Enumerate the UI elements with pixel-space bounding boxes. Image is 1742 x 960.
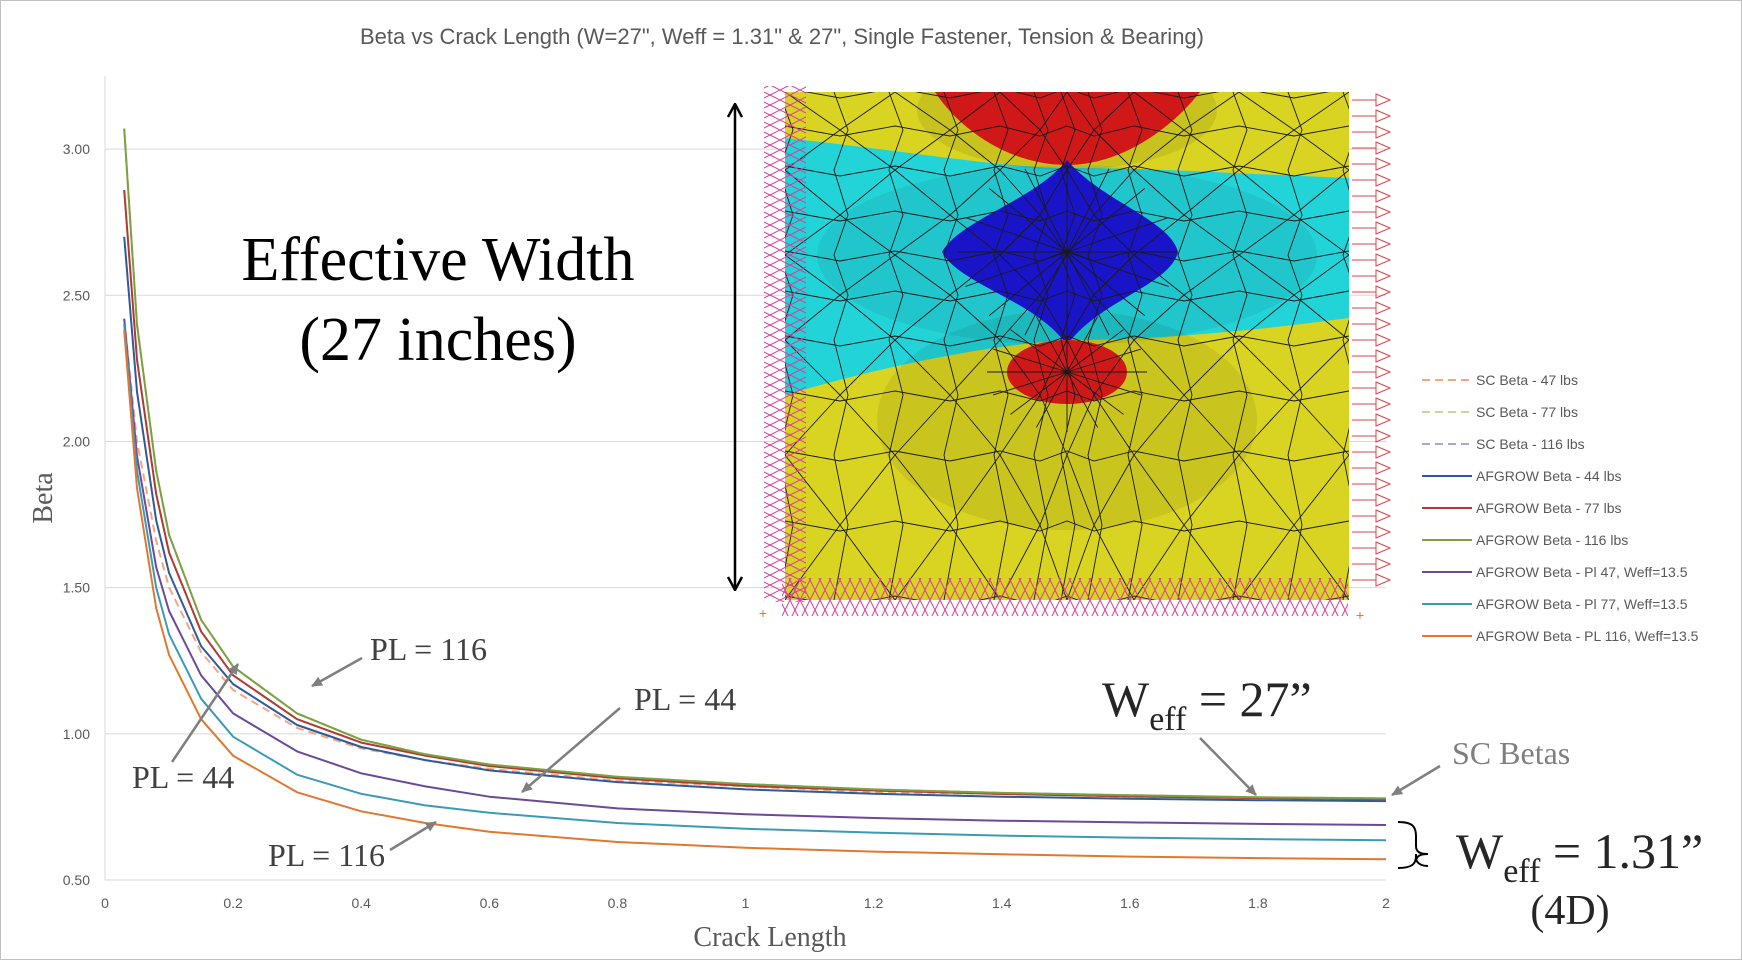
x-tick-label: 0.6	[480, 895, 500, 911]
fem-mesh-image: + +	[759, 86, 1392, 623]
legend-label: AFGROW Beta - PL 116, Weff=13.5	[1476, 628, 1699, 644]
legend-label: AFGROW Beta - 116 lbs	[1476, 532, 1628, 548]
legend-label: AFGROW Beta - 77 lbs	[1476, 500, 1621, 516]
x-tick-label: 1	[742, 895, 750, 911]
sc-betas-arrow	[1391, 764, 1441, 797]
weff-27-label: Weff = 27”	[1102, 671, 1312, 738]
x-tick-label: 1.6	[1120, 895, 1140, 911]
fem-bottom-constraint	[782, 578, 1348, 616]
sc-betas-label: SC Betas	[1452, 735, 1570, 771]
effective-width-label: Effective Width	[242, 226, 635, 294]
legend-label: SC Beta - 77 lbs	[1476, 404, 1578, 420]
series-line-5	[123, 189, 1387, 801]
fem-left-constraint	[764, 86, 806, 602]
pl-116-upper-label: PL = 116	[370, 631, 487, 667]
y-tick-label: 0.50	[63, 872, 90, 888]
pl-44-mid-label: PL = 44	[634, 681, 736, 717]
chart-title: Beta vs Crack Length (W=27", Weff = 1.31…	[360, 24, 1204, 49]
fem-corner-mark-left: +	[759, 605, 767, 621]
legend-label: AFGROW Beta - 44 lbs	[1476, 468, 1621, 484]
effective-width-value: (27 inches)	[299, 306, 576, 374]
series-lines	[123, 128, 1387, 861]
pl-116-lower-label: PL = 116	[268, 837, 385, 873]
x-tick-label: 0	[101, 895, 109, 911]
x-tick-label: 1.4	[992, 895, 1012, 911]
fem-red-top	[935, 92, 1200, 165]
y-tick-label: 1.50	[63, 580, 90, 596]
pl-116-lower-arrow	[389, 820, 437, 852]
x-tick-label: 1.8	[1248, 895, 1268, 911]
series-line-8	[123, 324, 1387, 842]
pl-116-upper-arrow	[311, 656, 363, 688]
fem-load-arrows	[1352, 93, 1392, 587]
x-axis-label: Crack Length	[693, 922, 846, 953]
series-line-7	[123, 318, 1387, 826]
x-tick-label: 1.2	[864, 895, 884, 911]
legend-label: SC Beta - 47 lbs	[1476, 372, 1578, 388]
weff-131-note: (4D)	[1530, 888, 1609, 934]
weff-131-brace	[1397, 821, 1429, 869]
pl-44-left-label: PL = 44	[132, 759, 234, 795]
curve-annotations: PL = 116 PL = 44 PL = 44 PL = 116 Weff =…	[132, 631, 1703, 934]
weff-131-label: Weff = 1.31”	[1456, 823, 1703, 890]
x-tick-label: 0.2	[223, 895, 243, 911]
x-tick-labels: 0 0.2 0.4 0.6 0.8 1 1.2 1.4 1.6 1.8 2	[101, 895, 1390, 911]
y-tick-label: 2.00	[63, 433, 90, 449]
y-tick-labels: 0.50 1.00 1.50 2.00 2.50 3.00	[63, 141, 90, 888]
legend-label: SC Beta - 116 lbs	[1476, 436, 1585, 452]
series-line-6	[123, 128, 1387, 800]
y-tick-label: 3.00	[63, 141, 90, 157]
legend-label: AFGROW Beta - Pl 77, Weff=13.5	[1476, 596, 1688, 612]
legend-label: AFGROW Beta - Pl 47, Weff=13.5	[1476, 564, 1688, 580]
y-axis-label: Beta	[28, 472, 59, 524]
series-line-4	[123, 236, 1387, 803]
pl-44-left-arrow	[170, 663, 240, 763]
fem-blue-diamond	[942, 160, 1178, 345]
legend: SC Beta - 47 lbs SC Beta - 77 lbs SC Beta …	[1422, 372, 1699, 644]
x-tick-label: 2	[1382, 895, 1390, 911]
x-tick-label: 0.8	[608, 895, 628, 911]
x-tick-label: 0.4	[351, 895, 371, 911]
fem-corner-mark-right: +	[1356, 607, 1364, 623]
pl-44-mid-arrow	[521, 707, 621, 793]
y-tick-label: 2.50	[63, 287, 90, 303]
y-tick-label: 1.00	[63, 726, 90, 742]
weff-27-arrow	[1199, 737, 1257, 796]
